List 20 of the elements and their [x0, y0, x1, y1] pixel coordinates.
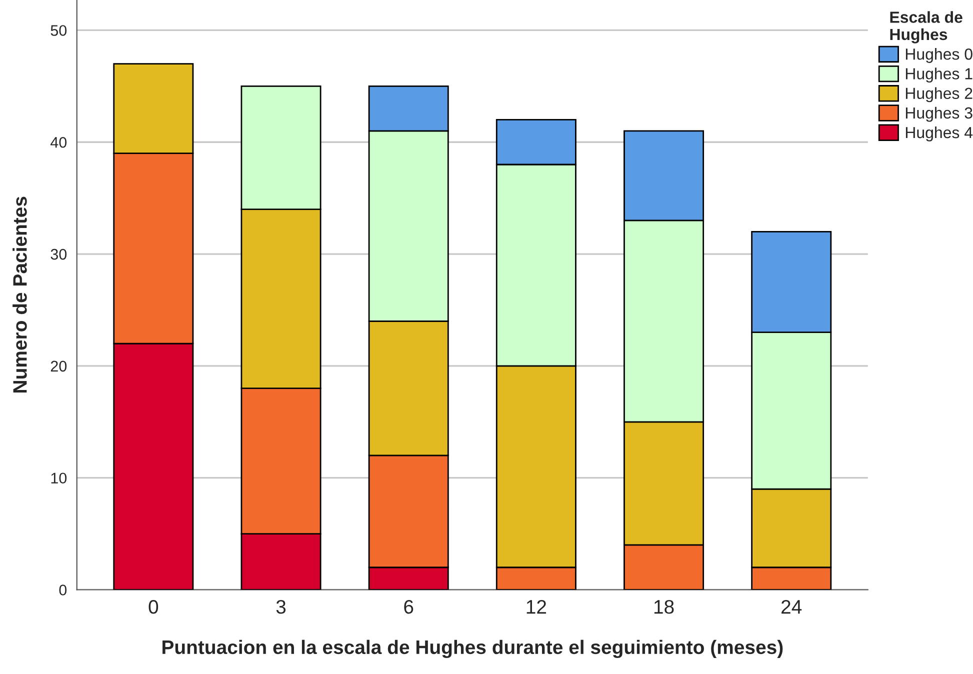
legend-label: Hughes 3 — [906, 106, 972, 122]
y-tick-label: 50 — [50, 25, 67, 36]
x-tick-label: 0 — [148, 600, 158, 614]
y-tick-label: 20 — [50, 360, 67, 372]
legend-label: Hughes 1 — [906, 68, 972, 83]
x-tick-label: 3 — [276, 600, 286, 614]
y-tick-label: 0 — [59, 584, 67, 596]
x-axis-title: Puntuacion en la escala de Hughes durante el seguimiento (meses) — [162, 640, 783, 658]
x-tick-label: 24 — [782, 600, 802, 614]
legend-title: Escala de Hughes — [890, 11, 962, 44]
x-tick-label: 6 — [404, 600, 414, 614]
legend-label: Hughes 0 — [906, 48, 972, 63]
legend-label: Hughes 4 — [906, 126, 973, 142]
y-tick-label: 10 — [51, 472, 67, 484]
y-tick-label: 30 — [50, 248, 67, 260]
y-tick-label: 40 — [50, 136, 67, 148]
legend-label: Hughes 2 — [906, 87, 972, 102]
x-tick-label: 18 — [654, 600, 674, 614]
x-tick-label: 12 — [526, 600, 546, 614]
y-axis-title: Numero de Pacientes — [12, 196, 27, 392]
